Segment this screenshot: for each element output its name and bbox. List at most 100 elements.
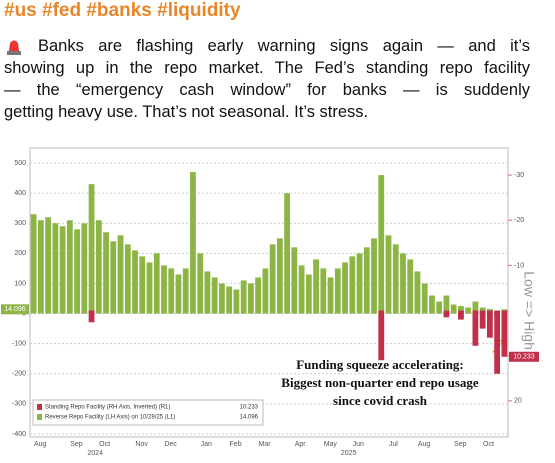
bar bbox=[479, 307, 486, 314]
bar bbox=[255, 277, 262, 314]
y2-tick-label: -20 bbox=[514, 217, 524, 224]
bar bbox=[110, 241, 117, 314]
legend-label: Reverse Repo Facility (LH Axis) on 10/28… bbox=[45, 415, 175, 421]
bar bbox=[421, 283, 428, 314]
bar bbox=[494, 310, 501, 374]
bar bbox=[52, 223, 59, 314]
bar bbox=[204, 271, 211, 314]
value-callout: 10.233 bbox=[513, 354, 535, 361]
bar bbox=[486, 310, 493, 338]
siren-icon bbox=[7, 40, 21, 55]
bar bbox=[313, 259, 319, 314]
x-tick-label: Mar bbox=[259, 441, 272, 448]
bar bbox=[291, 247, 298, 314]
x-tick-label: Apr bbox=[295, 441, 307, 448]
legend-box bbox=[32, 399, 264, 426]
x-tick-label: Sep bbox=[454, 441, 467, 448]
bar bbox=[103, 232, 109, 314]
bar bbox=[472, 310, 479, 346]
y-tick-label: 400 bbox=[14, 190, 26, 197]
bar bbox=[378, 175, 385, 314]
bar bbox=[458, 310, 464, 320]
bar bbox=[407, 259, 414, 314]
y2-tick-label: 20 bbox=[514, 398, 522, 405]
annotation: Biggest non-quarter end repo usage bbox=[281, 375, 479, 390]
y-tick-label: -400 bbox=[12, 431, 26, 438]
bar bbox=[356, 253, 363, 314]
x-tick-label: Oct bbox=[483, 441, 494, 448]
hashtags: #us #fed #banks #liquidity bbox=[4, 0, 241, 21]
legend-swatch bbox=[37, 414, 42, 420]
bar bbox=[81, 223, 88, 314]
bar bbox=[226, 286, 233, 314]
bar bbox=[392, 244, 399, 314]
bar bbox=[443, 295, 450, 314]
bar bbox=[371, 238, 377, 314]
bar bbox=[349, 256, 356, 314]
bar bbox=[327, 277, 334, 314]
bar bbox=[400, 253, 406, 314]
bar bbox=[74, 229, 80, 314]
annotation: Funding squeeze accelerating: bbox=[296, 357, 464, 372]
x-year-label: 2025 bbox=[341, 450, 357, 457]
x-tick-label: May bbox=[324, 441, 338, 448]
x-tick-label: Feb bbox=[230, 441, 242, 448]
bar bbox=[305, 274, 312, 314]
bar bbox=[182, 268, 189, 314]
bar bbox=[66, 220, 73, 314]
bar bbox=[30, 214, 37, 314]
bar bbox=[45, 217, 52, 314]
bar bbox=[262, 268, 269, 314]
y-tick-label: 100 bbox=[14, 280, 26, 287]
bar bbox=[298, 265, 305, 314]
y-tick-label: 200 bbox=[14, 250, 26, 257]
bar bbox=[59, 226, 66, 314]
body-line: — the “emergency cash window” for banks … bbox=[4, 81, 530, 99]
bar bbox=[458, 306, 464, 314]
y-tick-label: -100 bbox=[12, 341, 26, 348]
bar bbox=[153, 253, 160, 314]
bar bbox=[436, 301, 443, 314]
bar bbox=[219, 283, 225, 314]
legend-value: 10.233 bbox=[240, 405, 259, 411]
body-line: showing up in the repo market. The Fed’s… bbox=[4, 59, 530, 77]
bar bbox=[240, 280, 247, 314]
bar bbox=[132, 250, 138, 314]
bar bbox=[378, 310, 385, 361]
y2-tick-label: -10 bbox=[514, 262, 524, 269]
y-tick-label: -300 bbox=[12, 401, 26, 408]
x-tick-label: Jun bbox=[353, 441, 364, 448]
bar bbox=[320, 268, 327, 314]
bar bbox=[385, 235, 392, 314]
bar bbox=[247, 283, 254, 314]
bar bbox=[233, 289, 240, 314]
x-tick-label: Dec bbox=[164, 441, 177, 448]
bar bbox=[414, 271, 421, 314]
y-tick-label: 500 bbox=[14, 160, 26, 167]
body-line: Banks are flashing early warning signs a… bbox=[38, 37, 530, 55]
x-tick-label: Jul bbox=[389, 441, 398, 448]
bar bbox=[139, 256, 146, 314]
value-callout-box bbox=[509, 351, 539, 362]
annotation: since covid crash bbox=[333, 393, 428, 408]
bar bbox=[450, 304, 457, 314]
bar bbox=[88, 310, 95, 323]
bar bbox=[342, 262, 348, 314]
bar bbox=[124, 244, 131, 314]
bar bbox=[429, 295, 435, 314]
bar bbox=[284, 193, 291, 314]
y2-tick-label: -30 bbox=[514, 172, 524, 179]
bar bbox=[95, 220, 102, 314]
x-year-label: 2024 bbox=[87, 450, 103, 457]
bar bbox=[479, 310, 486, 329]
bar bbox=[211, 277, 218, 314]
bar bbox=[334, 268, 341, 314]
legend-label: Standing Repo Facility (RH Axis, Inverte… bbox=[45, 405, 170, 411]
x-tick-label: Sep bbox=[70, 441, 83, 448]
bar bbox=[465, 307, 472, 314]
x-tick-label: Oct bbox=[99, 441, 110, 448]
bar bbox=[276, 238, 283, 314]
legend-swatch bbox=[37, 404, 42, 410]
x-tick-label: Jan bbox=[201, 441, 212, 448]
